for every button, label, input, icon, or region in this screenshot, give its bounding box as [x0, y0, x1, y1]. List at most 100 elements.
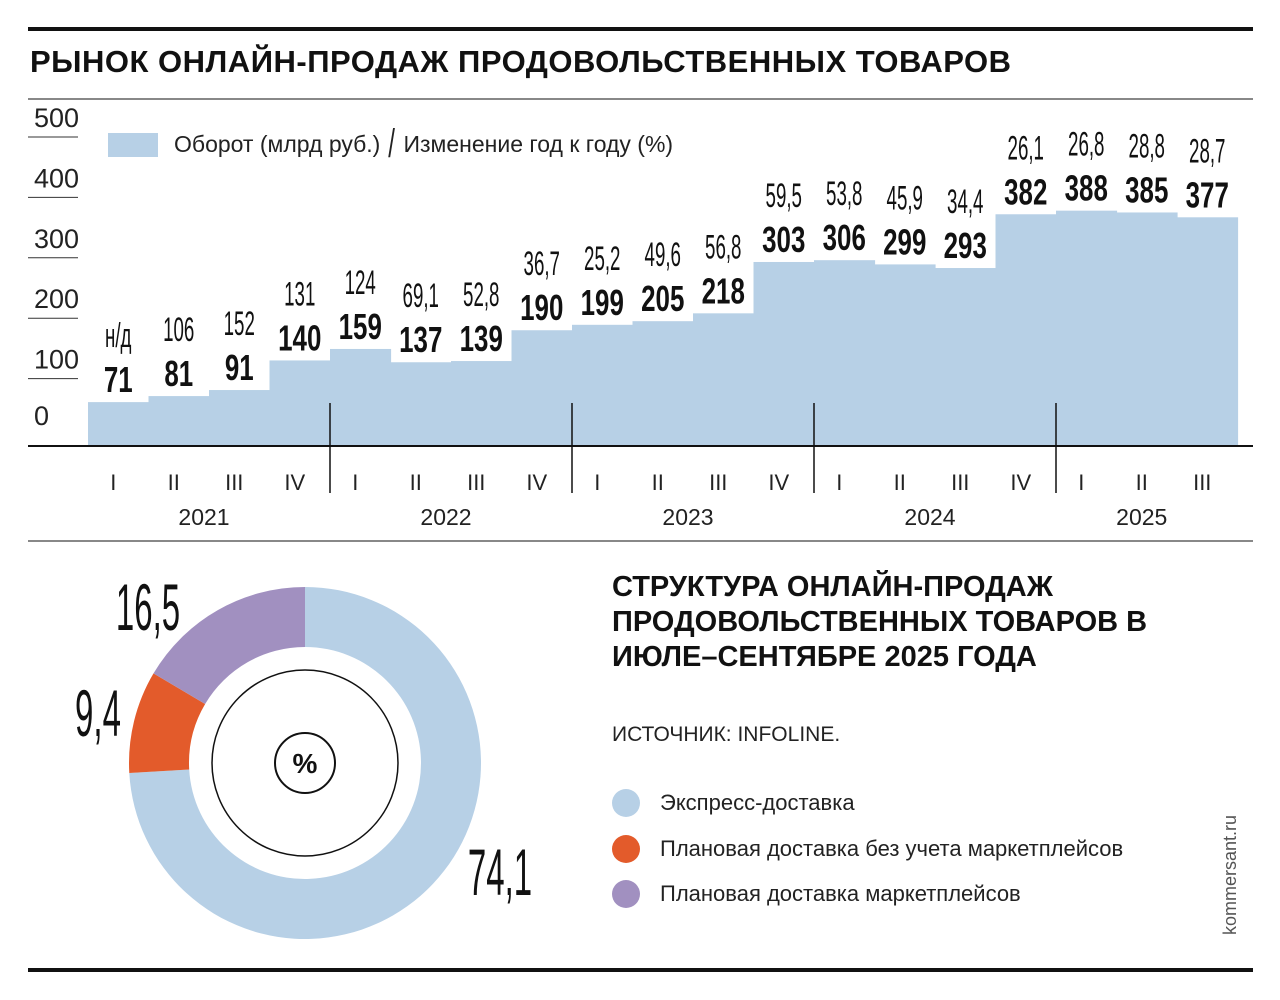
- value-label: 199: [581, 283, 624, 323]
- donut-slice: [128, 673, 206, 773]
- turnover-bar: [88, 402, 150, 445]
- y-tick-label: 200: [34, 284, 79, 314]
- yoy-label: 52,8: [463, 275, 499, 313]
- turnover-bar: [693, 313, 755, 445]
- label-backdrop: [876, 166, 933, 263]
- quarter-label: IV: [768, 470, 789, 495]
- quarter-label: II: [410, 470, 422, 495]
- value-label: 81: [164, 354, 193, 394]
- value-label: 139: [460, 319, 503, 359]
- value-label: 71: [104, 360, 133, 400]
- center-label: %: [293, 748, 318, 779]
- value-label: 159: [339, 307, 382, 347]
- quarter-label: III: [225, 470, 243, 495]
- legend-item-planned: Плановая доставка без учета маркетплейсо…: [612, 835, 1123, 863]
- quarter-label: IV: [526, 470, 547, 495]
- legend-label: Плановая доставка без учета маркетплейсо…: [660, 836, 1124, 861]
- quarter-label: II: [168, 470, 180, 495]
- label-backdrop: [1058, 112, 1115, 209]
- value-label: 190: [520, 288, 563, 328]
- year-label: 2021: [178, 504, 229, 530]
- quarter-label: IV: [1010, 470, 1031, 495]
- slice-label: 16,5: [116, 572, 180, 645]
- value-label: 306: [823, 218, 866, 258]
- y-tick-label: 300: [34, 224, 79, 254]
- yoy-label: 26,1: [1008, 128, 1044, 166]
- value-label: 299: [883, 222, 926, 262]
- label-backdrop: [937, 170, 994, 267]
- quarter-label: I: [594, 470, 600, 495]
- label-backdrop: [513, 232, 570, 329]
- turnover-bar: [451, 361, 513, 445]
- year-label: 2022: [420, 504, 471, 530]
- legend-yoy: Изменение год к году (%): [403, 131, 674, 157]
- label-backdrop: [1118, 114, 1175, 211]
- slice-label: 74,1: [468, 837, 532, 910]
- year-label: 2023: [662, 504, 713, 530]
- turnover-bar: [935, 268, 997, 445]
- slice-label: 9,4: [75, 678, 121, 751]
- label-backdrop: [574, 226, 631, 323]
- yoy-label: 28,7: [1189, 131, 1225, 169]
- value-label: 140: [278, 318, 321, 358]
- label-backdrop: [90, 304, 147, 401]
- turnover-bar: [330, 348, 392, 445]
- quarter-label: II: [652, 470, 664, 495]
- legend-swatch: [108, 132, 158, 157]
- inner-ring: [211, 669, 399, 857]
- legend-dot: [612, 789, 640, 817]
- yoy-label: 45,9: [887, 178, 923, 216]
- yoy-label: 25,2: [584, 239, 620, 277]
- value-label: 218: [702, 271, 745, 311]
- label-backdrop: [271, 262, 328, 359]
- quarter-label: II: [1136, 470, 1148, 495]
- value-label: 377: [1186, 175, 1229, 215]
- label-backdrop: [211, 292, 268, 389]
- y-tick-label: 100: [34, 345, 79, 375]
- center-circle: [274, 732, 336, 794]
- legend-separator: /: [388, 122, 396, 166]
- top-rule: [28, 27, 1253, 31]
- label-backdrop: [755, 163, 812, 260]
- donut-slice: [129, 587, 482, 940]
- turnover-bar: [390, 362, 452, 445]
- value-label: 137: [399, 320, 442, 360]
- legend-label: Плановая доставка маркетплейсов: [660, 881, 1021, 906]
- turnover-bar: [1177, 217, 1239, 445]
- label-backdrop: [816, 162, 873, 259]
- value-label: 385: [1125, 170, 1168, 210]
- quarter-label: II: [894, 470, 906, 495]
- yoy-label: 69,1: [403, 276, 439, 314]
- y-tick-label: 400: [34, 163, 79, 193]
- quarter-label: IV: [284, 470, 305, 495]
- turnover-bar: [1116, 212, 1178, 445]
- quarter-label: I: [836, 470, 842, 495]
- turnover-bar: [995, 214, 1057, 445]
- value-label: 382: [1004, 172, 1047, 212]
- turnover-bar: [572, 324, 634, 445]
- yoy-label: 59,5: [766, 176, 802, 214]
- year-label: 2024: [904, 504, 955, 530]
- turnover-bar: [753, 261, 815, 445]
- legend-turnover: Оборот (млрд руб.): [174, 131, 381, 157]
- yoy-label: 28,8: [1129, 126, 1165, 164]
- turnover-bar: [632, 321, 694, 445]
- title-divider: [28, 98, 1253, 100]
- turnover-bar: [814, 260, 876, 445]
- year-label: 2025: [1116, 504, 1167, 530]
- quarter-label: I: [110, 470, 116, 495]
- page-title: РЫНОК ОНЛАЙН-ПРОДАЖ ПРОДОВОЛЬСТВЕННЫХ ТО…: [30, 44, 1012, 79]
- yoy-label: 152: [224, 304, 255, 342]
- yoy-label: 106: [163, 310, 194, 348]
- label-backdrop: [1179, 119, 1236, 216]
- turnover-bar: [148, 396, 210, 445]
- value-label: 293: [944, 226, 987, 266]
- donut-slice: [153, 587, 305, 704]
- label-backdrop: [332, 250, 389, 347]
- turnover-bar: [511, 330, 573, 445]
- label-backdrop: [453, 263, 510, 360]
- label-backdrop: [392, 264, 449, 361]
- value-label: 91: [225, 348, 254, 388]
- turnover-bar: [269, 360, 331, 445]
- value-label: 303: [762, 220, 805, 260]
